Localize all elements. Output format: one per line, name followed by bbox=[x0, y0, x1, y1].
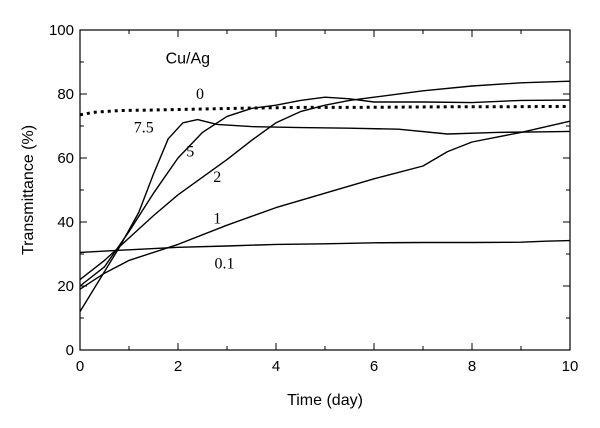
annotations: 0 7.5 5 2 1 0.1 bbox=[134, 86, 235, 273]
series-line-5 bbox=[79, 96, 571, 287]
x-tick-label: 0 bbox=[76, 358, 84, 375]
y-tick-label: 40 bbox=[57, 214, 74, 231]
series-line-0-1 bbox=[79, 239, 571, 254]
curve-label: 7.5 bbox=[134, 119, 154, 136]
series-line-0 bbox=[79, 105, 570, 117]
x-tick-label: 6 bbox=[370, 358, 378, 375]
series-lines bbox=[79, 80, 571, 312]
x-axis-title: Time (day) bbox=[287, 392, 363, 409]
x-tick-label: 2 bbox=[174, 358, 182, 375]
y-axis-title: Transmittance (%) bbox=[20, 125, 37, 255]
plot-border bbox=[79, 29, 571, 351]
curve-label: 1 bbox=[213, 211, 221, 228]
x-tick-label: 4 bbox=[272, 358, 280, 375]
series-line-7-5 bbox=[79, 118, 571, 312]
y-tick-label: 60 bbox=[57, 150, 74, 167]
x-tick-label: 8 bbox=[468, 358, 476, 375]
curve-label: 0.1 bbox=[215, 255, 235, 272]
curve-label: 5 bbox=[186, 143, 194, 160]
y-tick-label: 80 bbox=[57, 86, 74, 103]
series-line-1 bbox=[79, 120, 571, 290]
plot-frame bbox=[79, 29, 571, 351]
y-tick-label: 0 bbox=[66, 342, 74, 359]
y-tick-label: 20 bbox=[57, 278, 74, 295]
x-tick-label: 10 bbox=[562, 358, 579, 375]
series-line-2 bbox=[79, 80, 571, 281]
curve-label: 0 bbox=[196, 86, 204, 103]
legend-title: Cu/Ag bbox=[166, 51, 210, 68]
curve-label: 2 bbox=[213, 169, 221, 186]
y-tick-label: 100 bbox=[49, 22, 74, 39]
